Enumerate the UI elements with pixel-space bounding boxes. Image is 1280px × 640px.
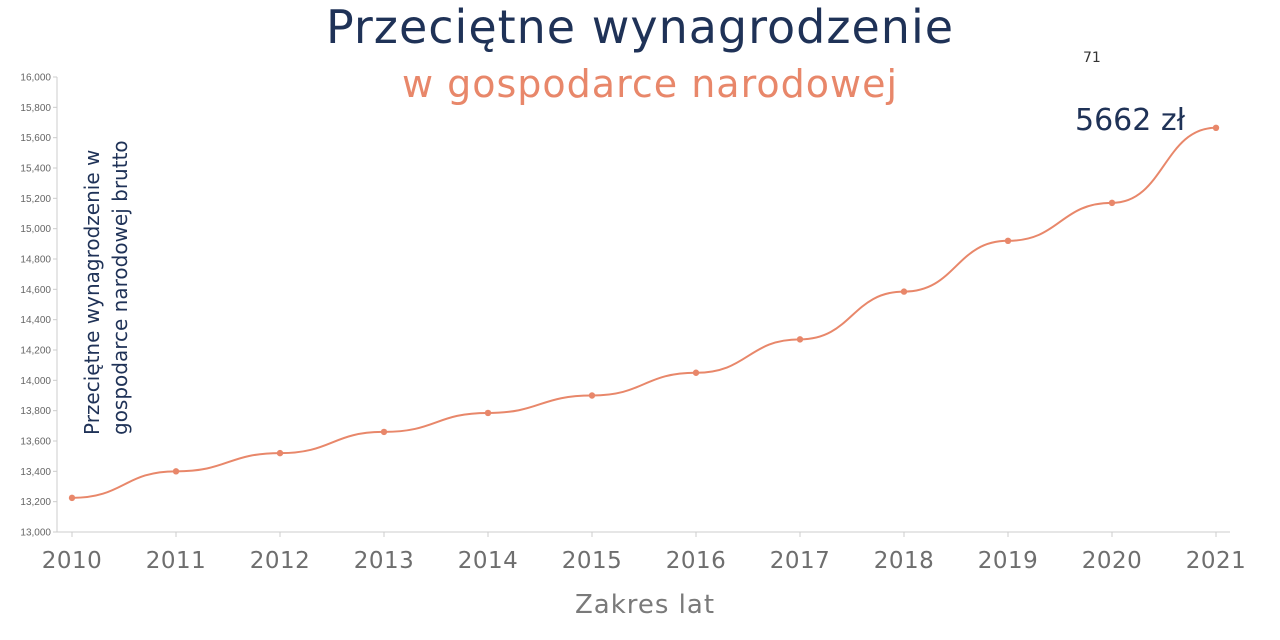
data-point	[484, 409, 492, 417]
y-tick-label: 14,000	[20, 376, 51, 387]
x-axis-label: Zakres lat	[574, 590, 716, 620]
value-callout: 5662 zł	[1075, 103, 1186, 138]
y-tick-label: 15,000	[20, 224, 51, 235]
y-tick-label: 13,800	[20, 406, 51, 417]
x-axis: 2010 2011 2012 2013 2014 2015 2016 2017 2018 2019…	[42, 531, 1247, 574]
x-tick-label: 2018	[874, 548, 935, 574]
x-tick-label: 2017	[770, 548, 831, 574]
data-point	[588, 392, 596, 399]
x-tick-label: 2019	[978, 548, 1039, 574]
x-tick-label: 2013	[354, 548, 415, 574]
x-tick-label: 2011	[146, 548, 207, 574]
data-point	[796, 336, 804, 343]
data-point	[380, 428, 388, 436]
y-tick-label: 16,000	[20, 73, 51, 84]
y-tick-label: 13,200	[20, 497, 51, 508]
y-tick-label: 13,600	[20, 437, 51, 448]
x-tick-label: 2015	[562, 548, 623, 574]
data-point	[900, 288, 908, 295]
x-tick-label: 2020	[1082, 548, 1143, 574]
data-point	[1004, 237, 1012, 244]
y-tick-label: 14,600	[20, 285, 51, 296]
data-point	[172, 468, 180, 475]
y-axis: 13,000 13,200 13,400 13,600 13,800 14,000 14,2…	[20, 73, 58, 539]
y-tick-label: 14,800	[20, 255, 51, 266]
y-tick-label: 13,400	[20, 467, 51, 478]
x-tick-label: 2012	[250, 548, 311, 574]
y-tick-label: 15,200	[20, 194, 51, 205]
x-tick-label: 2016	[666, 548, 727, 574]
x-tick-label: 2010	[42, 548, 103, 574]
data-point	[68, 494, 76, 502]
x-tick-label: 2014	[458, 548, 519, 574]
data-point	[1212, 124, 1220, 132]
y-tick-label: 14,200	[20, 346, 51, 357]
page-number: 71	[1083, 50, 1101, 66]
y-tick-label: 13,000	[20, 528, 51, 539]
y-axis-label: Przeciętne wynagrodzenie w gospodarce na…	[80, 140, 132, 435]
data-point	[1108, 199, 1116, 207]
y-tick-label: 15,600	[20, 133, 51, 144]
y-tick-label: 15,400	[20, 164, 51, 175]
chart-subtitle: w gospodarce narodowej	[401, 62, 899, 106]
chart-title: Przeciętne wynagrodzenie	[325, 0, 955, 54]
x-tick-label: 2021	[1186, 548, 1247, 574]
y-tick-label: 15,800	[20, 103, 51, 114]
series-line	[71, 126, 1217, 499]
series-layer	[68, 124, 1220, 502]
data-point	[692, 369, 700, 376]
data-point	[276, 449, 284, 457]
y-tick-label: 14,400	[20, 315, 51, 326]
